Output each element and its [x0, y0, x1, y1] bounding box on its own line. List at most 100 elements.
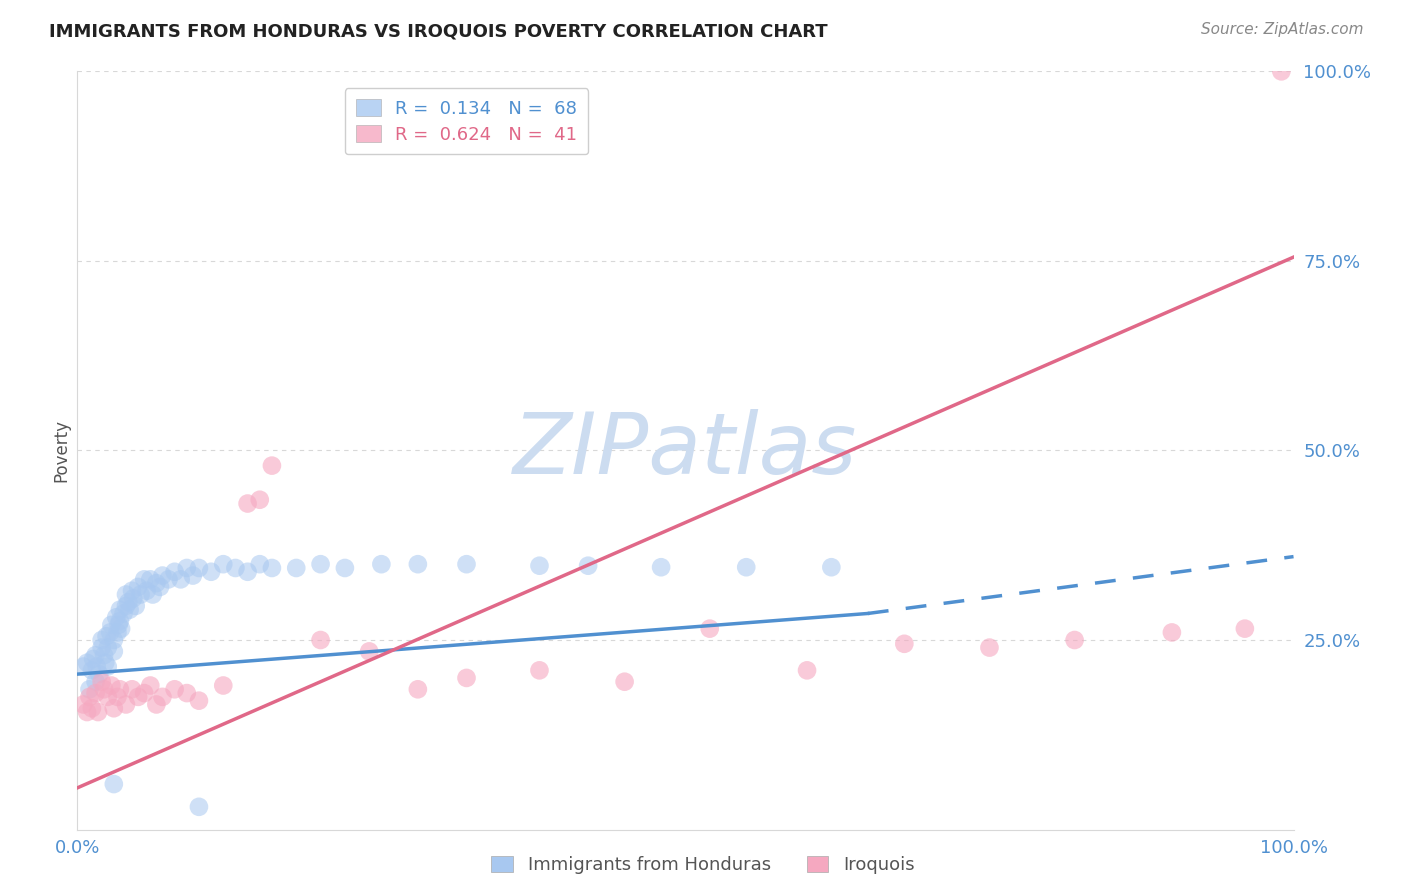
Point — [1270, 64, 1292, 78]
Point — [89, 667, 111, 681]
Point — [134, 573, 156, 587]
Point — [87, 705, 110, 719]
Point — [979, 640, 1001, 655]
Point — [157, 573, 180, 587]
Point — [249, 557, 271, 572]
Point — [1161, 625, 1184, 640]
Point — [86, 659, 108, 673]
Point — [117, 595, 139, 609]
Text: IMMIGRANTS FROM HONDURAS VS IROQUOIS POVERTY CORRELATION CHART: IMMIGRANTS FROM HONDURAS VS IROQUOIS POV… — [49, 22, 828, 40]
Point — [79, 682, 101, 697]
Point — [97, 659, 120, 673]
Point — [309, 557, 332, 572]
Point — [529, 664, 551, 678]
Point — [79, 690, 101, 704]
Point — [188, 800, 211, 814]
Point — [100, 678, 122, 692]
Y-axis label: Poverty: Poverty — [52, 419, 70, 482]
Point — [80, 664, 103, 678]
Point — [359, 644, 381, 658]
Point — [176, 686, 198, 700]
Point — [110, 622, 132, 636]
Point — [163, 565, 186, 579]
Point — [145, 698, 167, 712]
Point — [176, 561, 198, 575]
Point — [613, 674, 636, 689]
Point — [115, 599, 138, 613]
Point — [576, 558, 599, 573]
Point — [82, 652, 104, 666]
Point — [134, 686, 156, 700]
Point — [115, 698, 138, 712]
Point — [94, 656, 117, 670]
Point — [285, 561, 308, 575]
Point — [103, 633, 125, 648]
Point — [149, 580, 172, 594]
Point — [163, 682, 186, 697]
Point — [93, 682, 115, 697]
Point — [699, 622, 721, 636]
Point — [139, 678, 162, 692]
Point — [105, 610, 128, 624]
Point — [333, 561, 356, 575]
Point — [125, 599, 148, 613]
Point — [370, 557, 392, 572]
Point — [108, 614, 131, 628]
Point — [456, 671, 478, 685]
Point — [108, 603, 131, 617]
Point — [76, 705, 98, 719]
Point — [224, 561, 246, 575]
Point — [152, 690, 174, 704]
Point — [107, 625, 129, 640]
Point — [103, 777, 125, 791]
Legend: R =  0.134   N =  68, R =  0.624   N =  41: R = 0.134 N = 68, R = 0.624 N = 41 — [344, 88, 588, 154]
Point — [309, 633, 332, 648]
Point — [93, 648, 115, 662]
Point — [84, 648, 107, 662]
Point — [893, 637, 915, 651]
Point — [456, 557, 478, 572]
Point — [103, 701, 125, 715]
Point — [98, 625, 121, 640]
Point — [170, 573, 193, 587]
Point — [650, 560, 672, 574]
Legend: Immigrants from Honduras, Iroquois: Immigrants from Honduras, Iroquois — [482, 847, 924, 883]
Point — [406, 682, 429, 697]
Point — [260, 458, 283, 473]
Point — [260, 561, 283, 575]
Point — [127, 580, 149, 594]
Point — [529, 558, 551, 573]
Point — [1233, 622, 1256, 636]
Point — [200, 565, 222, 579]
Point — [96, 629, 118, 643]
Point — [249, 492, 271, 507]
Point — [90, 633, 112, 648]
Point — [107, 690, 129, 704]
Point — [129, 588, 152, 602]
Point — [1063, 633, 1085, 648]
Point — [122, 591, 145, 606]
Point — [152, 568, 174, 582]
Point — [84, 674, 107, 689]
Point — [97, 640, 120, 655]
Point — [139, 573, 162, 587]
Point — [90, 674, 112, 689]
Point — [80, 701, 103, 715]
Point — [796, 664, 818, 678]
Point — [103, 644, 125, 658]
Point — [100, 617, 122, 632]
Point — [107, 617, 129, 632]
Point — [188, 561, 211, 575]
Point — [145, 576, 167, 591]
Point — [735, 560, 758, 574]
Point — [121, 583, 143, 598]
Point — [90, 640, 112, 655]
Point — [212, 557, 235, 572]
Point — [72, 659, 94, 673]
Point — [406, 557, 429, 572]
Point — [236, 565, 259, 579]
Point — [72, 698, 94, 712]
Point — [820, 560, 842, 574]
Point — [127, 690, 149, 704]
Point — [212, 678, 235, 692]
